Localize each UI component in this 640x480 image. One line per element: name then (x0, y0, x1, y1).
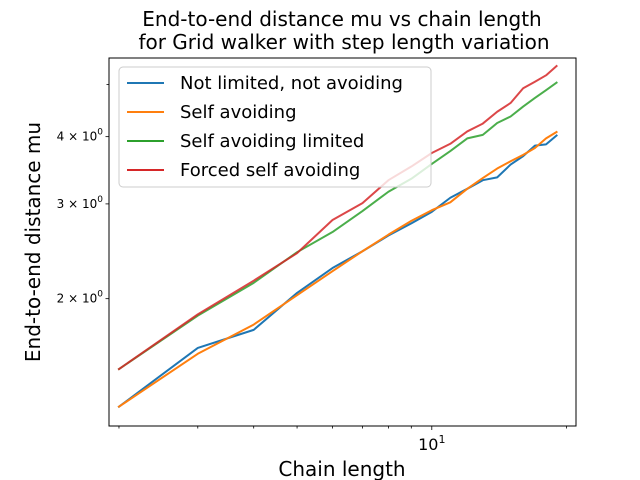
series-line-4 (117, 64, 558, 371)
chart-title-line-1: End-to-end distance mu vs chain length (142, 7, 541, 31)
y-axis-ticks: 2 × 100 3 × 100 4 × 100 (57, 84, 109, 306)
series-layer (117, 64, 558, 409)
x-axis-ticks: 101 (118, 426, 567, 454)
y-tick-label: 2 × 100 (57, 290, 104, 306)
x-tick-label: 101 (418, 433, 445, 454)
y-axis-label: End-to-end distance mu (21, 122, 45, 362)
series-line-2 (117, 130, 558, 409)
legend-box (118, 66, 432, 188)
y-tick-label: 4 × 100 (57, 128, 104, 144)
legend-label-4: Forced self avoiding (180, 160, 360, 181)
legend: Not limited, not avoiding Self avoiding Se… (118, 66, 432, 188)
chart-title: End-to-end distance mu vs chain length f… (138, 7, 549, 54)
legend-label-2: Self avoiding (180, 102, 297, 123)
y-tick-label: 3 × 100 (57, 195, 104, 211)
plot-frame (108, 57, 577, 427)
legend-label-1: Not limited, not avoiding (180, 73, 403, 94)
x-axis-label: Chain length (278, 457, 405, 480)
chart-title-line-2: for Grid walker with step length variati… (138, 30, 549, 54)
legend-label-3: Self avoiding limited (180, 131, 364, 152)
